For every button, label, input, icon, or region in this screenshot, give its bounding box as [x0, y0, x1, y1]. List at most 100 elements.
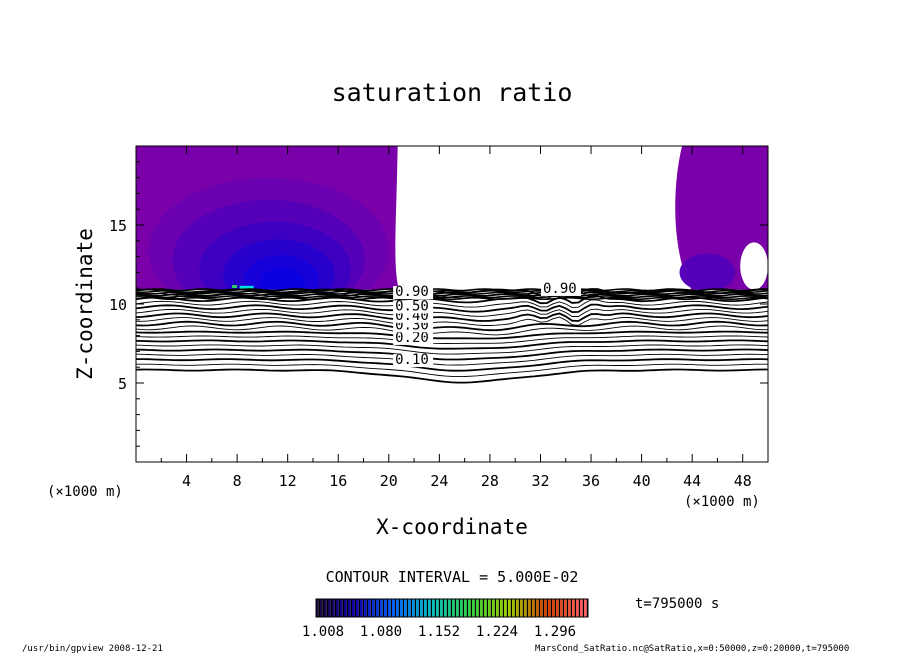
shaded-speckle	[232, 285, 238, 289]
colorbar-swatch	[476, 599, 479, 617]
x-tick-label: 40	[633, 472, 651, 490]
colorbar-swatch	[376, 599, 379, 617]
colorbar-swatch	[464, 599, 467, 617]
x-tick-label: 48	[734, 472, 752, 490]
colorbar-separator	[522, 599, 524, 617]
contour-line	[136, 335, 768, 344]
colorbar-separator	[530, 599, 532, 617]
colorbar-separator	[426, 599, 428, 617]
colorbar-swatch	[364, 599, 367, 617]
colorbar-swatch	[492, 599, 495, 617]
colorbar-swatch	[468, 599, 471, 617]
colorbar-swatch	[512, 599, 515, 617]
x-tick-label: 32	[531, 472, 549, 490]
colorbar-swatch	[328, 599, 331, 617]
colorbar-swatch	[556, 599, 559, 617]
colorbar-separator	[346, 599, 348, 617]
x-axis-title: X-coordinate	[376, 515, 528, 539]
colorbar-swatch	[536, 599, 539, 617]
colorbar-separator	[582, 599, 584, 617]
y-tick-label: 10	[109, 296, 127, 314]
colorbar-separator	[382, 599, 384, 617]
shaded-core-right	[679, 253, 736, 292]
contour-line	[136, 299, 768, 309]
colorbar-separator	[410, 599, 412, 617]
contour-line	[136, 358, 768, 372]
contour-line-dense	[136, 296, 768, 301]
contour-line	[136, 312, 768, 322]
colorbar-separator	[490, 599, 492, 617]
colorbar-separator	[518, 599, 520, 617]
colorbar-separator	[570, 599, 572, 617]
colorbar-swatch	[564, 599, 567, 617]
colorbar-separator	[418, 599, 420, 617]
colorbar-swatch	[400, 599, 403, 617]
contour-line-dense	[136, 289, 768, 294]
colorbar-separator	[366, 599, 368, 617]
colorbar-swatch	[384, 599, 387, 617]
contour-label-bg	[393, 354, 434, 368]
colorbar-separator	[430, 599, 432, 617]
x-unit-right: (×1000 m)	[684, 494, 760, 510]
contour-label-bg	[393, 300, 434, 314]
colorbar-separator	[326, 599, 328, 617]
x-tick-label: 36	[582, 472, 600, 490]
colorbar-swatch	[380, 599, 383, 617]
contour-line	[136, 353, 768, 366]
colorbar-separator	[390, 599, 392, 617]
y-tick-label: 5	[118, 375, 127, 393]
contour-lines-layer	[136, 288, 768, 384]
contour-label: 0.90	[395, 284, 429, 300]
contour-line-dense	[136, 288, 768, 292]
colorbar-separator	[470, 599, 472, 617]
colorbar	[316, 599, 588, 617]
footer-left: /usr/bin/gpview 2008-12-21	[22, 644, 163, 654]
colorbar-separator	[578, 599, 580, 617]
colorbar-separator	[322, 599, 324, 617]
colorbar-separator	[550, 599, 552, 617]
colorbar-separator	[474, 599, 476, 617]
contour-line	[136, 368, 768, 384]
colorbar-swatch	[388, 599, 391, 617]
colorbar-swatch	[320, 599, 323, 617]
colorbar-separator	[446, 599, 448, 617]
colorbar-swatch	[456, 599, 459, 617]
colorbar-swatch	[408, 599, 411, 617]
colorbar-separator	[414, 599, 416, 617]
contour-line-dense	[136, 295, 768, 299]
colorbar-separator	[454, 599, 456, 617]
contour-line	[136, 303, 768, 314]
shaded-region-layer	[136, 146, 768, 462]
colorbar-swatch	[392, 599, 395, 617]
colorbar-swatch	[524, 599, 527, 617]
contour-line	[136, 348, 768, 361]
contour-line-dense	[136, 291, 768, 295]
colorbar-separator	[394, 599, 396, 617]
contour-line	[136, 325, 768, 336]
x-tick-label: 28	[481, 472, 499, 490]
colorbar-swatch	[548, 599, 551, 617]
colorbar-separator	[562, 599, 564, 617]
colorbar-swatch	[488, 599, 491, 617]
colorbar-swatch	[576, 599, 579, 617]
colorbar-swatch	[460, 599, 463, 617]
colorbar-separator	[558, 599, 560, 617]
contour-label: 0.90	[543, 281, 577, 297]
colorbar-separator	[358, 599, 360, 617]
colorbar-swatch	[496, 599, 499, 617]
colorbar-separator	[542, 599, 544, 617]
colorbar-separator	[506, 599, 508, 617]
colorbar-swatch	[528, 599, 531, 617]
colorbar-swatch	[404, 599, 407, 617]
contour-line	[136, 363, 768, 378]
contour-label: 0.20	[395, 330, 429, 346]
colorbar-swatch	[552, 599, 555, 617]
colorbar-separator	[486, 599, 488, 617]
colorbar-swatch	[472, 599, 475, 617]
colorbar-swatch	[480, 599, 483, 617]
colorbar-swatch	[484, 599, 487, 617]
colorbar-separator	[334, 599, 336, 617]
colorbar-swatch	[508, 599, 511, 617]
colorbar-separator	[374, 599, 376, 617]
colorbar-tick-label: 1.224	[476, 624, 518, 640]
